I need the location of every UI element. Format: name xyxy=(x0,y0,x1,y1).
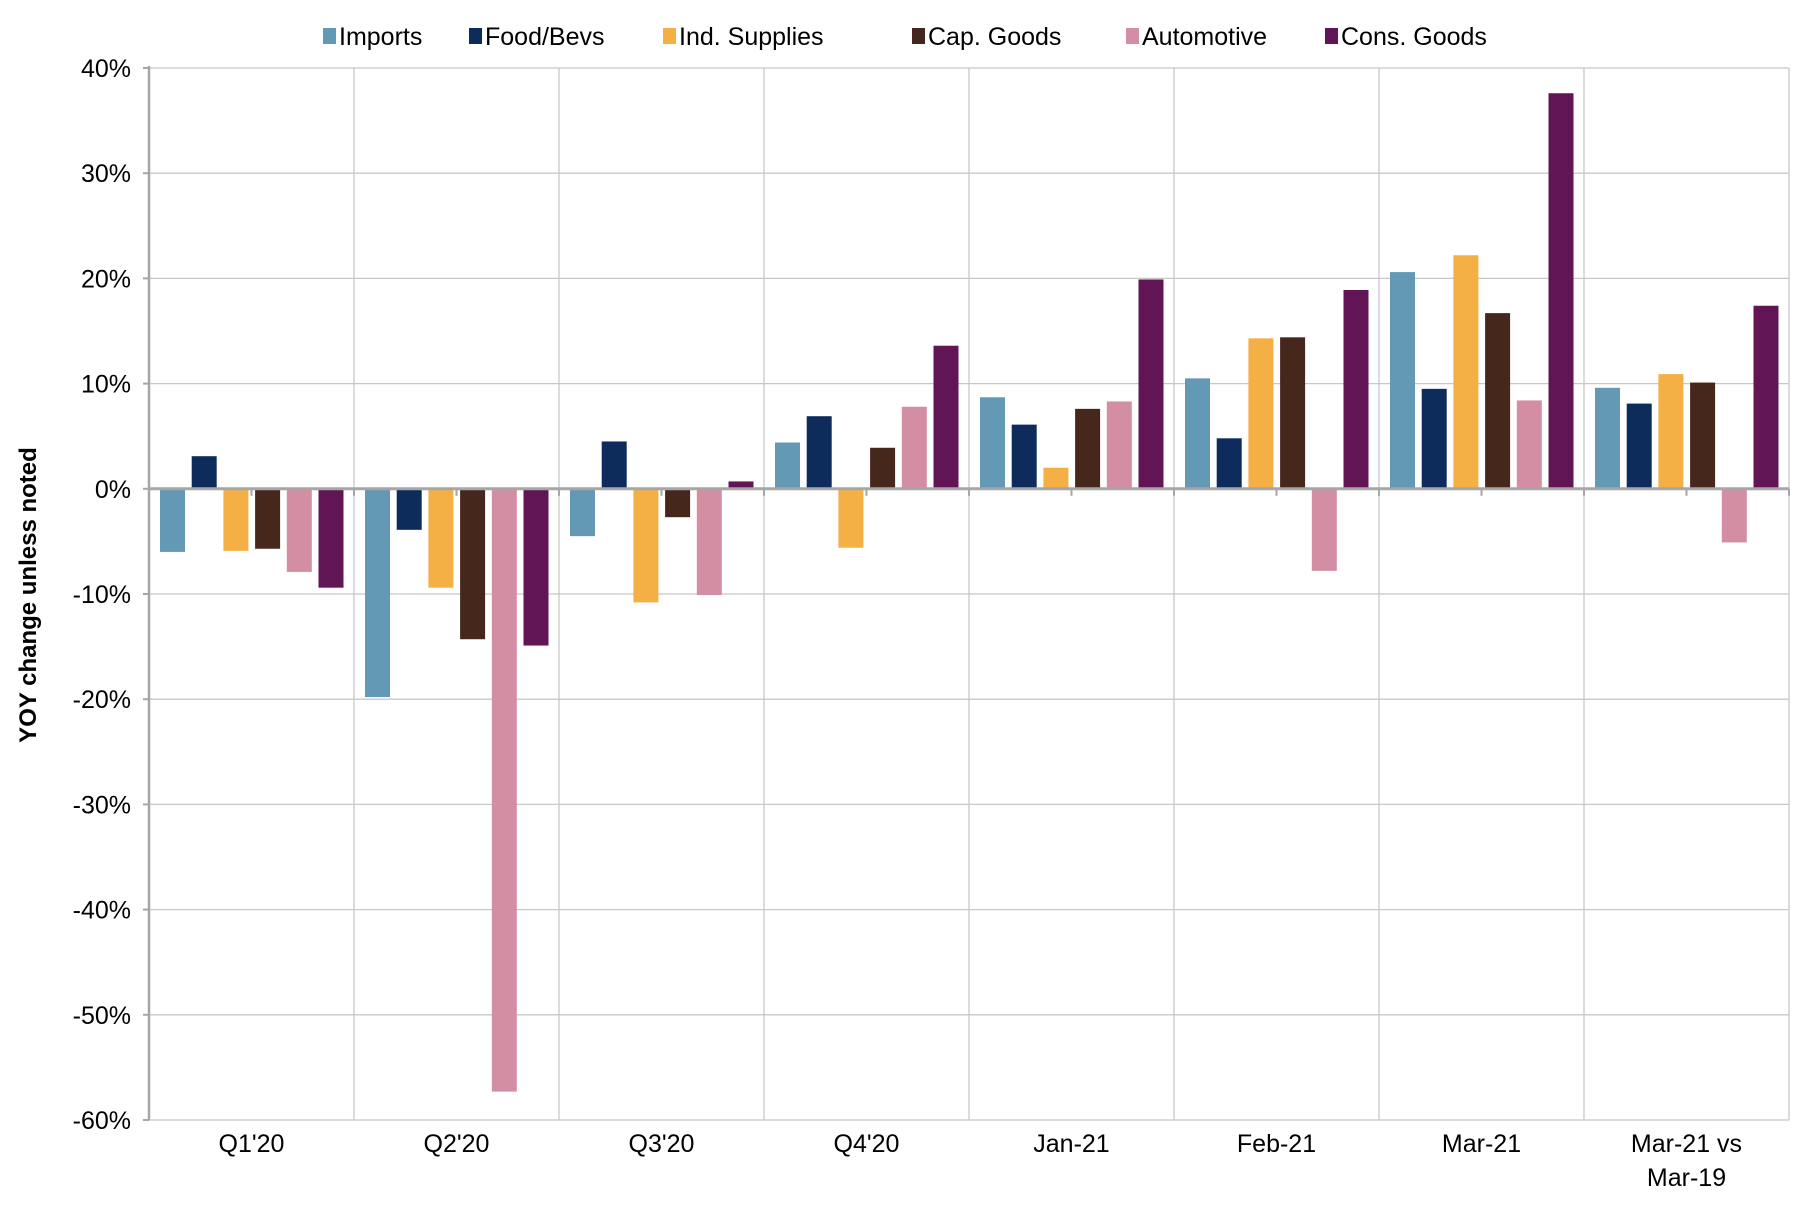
bar-food-bevs-2 xyxy=(601,441,627,489)
bar-food-bevs-7 xyxy=(1626,403,1652,489)
bar-imports-3 xyxy=(775,442,800,489)
legend-label: Food/Bevs xyxy=(485,23,605,51)
bar-cons-goods-0 xyxy=(318,488,344,588)
legend-label: Cons. Goods xyxy=(1341,23,1487,51)
bar-cons-goods-3 xyxy=(933,345,959,489)
x-tick-label: Q3'20 xyxy=(629,1130,695,1158)
bar-automotive-2 xyxy=(696,488,722,596)
y-tick-label: -20% xyxy=(73,686,131,714)
y-tick-label: -60% xyxy=(73,1107,131,1135)
bar-imports-7 xyxy=(1595,387,1620,489)
y-tick-label: 40% xyxy=(81,55,131,83)
legend-swatch xyxy=(323,28,336,44)
x-tick-label: Jan-21 xyxy=(1033,1130,1109,1158)
x-tick-label: Q4'20 xyxy=(834,1130,900,1158)
bar-cons-goods-1 xyxy=(523,488,549,646)
bar-cap-goods-2 xyxy=(665,488,691,518)
bar-cons-goods-4 xyxy=(1138,279,1164,489)
bar-ind-supplies-7 xyxy=(1658,374,1684,489)
legend-label: Imports xyxy=(339,23,422,51)
bar-cap-goods-7 xyxy=(1690,382,1716,489)
bar-cap-goods-3 xyxy=(870,447,896,489)
bar-automotive-7 xyxy=(1721,488,1747,543)
bar-imports-5 xyxy=(1185,378,1210,489)
legend-swatch xyxy=(1325,28,1338,44)
x-tick-label-line: Q1'20 xyxy=(219,1130,285,1158)
bar-automotive-6 xyxy=(1516,400,1542,489)
x-tick-label: Q1'20 xyxy=(219,1130,285,1158)
legend-swatch xyxy=(1126,28,1139,44)
x-tick-label: Mar-21 xyxy=(1442,1130,1521,1158)
x-tick-label: Mar-21 vs Mar-19 xyxy=(1631,1130,1742,1192)
y-tick-label: 20% xyxy=(81,265,131,293)
legend-label: Cap. Goods xyxy=(928,23,1061,51)
legend: Imports Food/Bevs Ind. Supplies Cap. Goods A… xyxy=(323,23,1487,51)
bar-cons-goods-5 xyxy=(1343,289,1369,489)
bar-cap-goods-0 xyxy=(255,488,281,549)
bar-food-bevs-1 xyxy=(396,488,422,530)
x-tick-label-line: Jan-21 xyxy=(1033,1130,1109,1158)
legend-label: Automotive xyxy=(1142,23,1267,51)
bar-imports-2 xyxy=(570,488,595,537)
x-tick-label-line: Q3'20 xyxy=(629,1130,695,1158)
bar-cap-goods-5 xyxy=(1280,337,1306,489)
x-tick-label-line: Feb-21 xyxy=(1237,1130,1316,1158)
bar-imports-1 xyxy=(365,488,390,698)
y-axis-label: YOY change unless noted xyxy=(15,447,42,743)
bars xyxy=(160,93,1779,1092)
bar-food-bevs-0 xyxy=(191,456,217,489)
bar-automotive-4 xyxy=(1106,401,1132,489)
bar-ind-supplies-6 xyxy=(1453,255,1479,489)
y-tick-label: 30% xyxy=(81,160,131,188)
y-tick-label: -10% xyxy=(73,581,131,609)
x-tick-label-line: Mar-19 xyxy=(1647,1164,1726,1192)
x-tick-label: Q2'20 xyxy=(424,1130,490,1158)
bar-cons-goods-6 xyxy=(1548,93,1574,489)
bar-ind-supplies-1 xyxy=(428,488,454,588)
legend-label: Ind. Supplies xyxy=(679,23,824,51)
bar-ind-supplies-4 xyxy=(1043,467,1069,489)
bar-cap-goods-6 xyxy=(1485,313,1511,489)
y-tick-label: 10% xyxy=(81,371,131,399)
legend-swatch xyxy=(469,28,482,44)
legend-swatch xyxy=(912,28,925,44)
bar-imports-6 xyxy=(1390,272,1415,489)
x-tick-label-line: Mar-21 vs xyxy=(1631,1130,1742,1158)
y-tick-label: -50% xyxy=(73,1002,131,1030)
bar-cap-goods-1 xyxy=(460,488,486,640)
y-tick-label: -30% xyxy=(73,791,131,819)
bar-cap-goods-4 xyxy=(1075,408,1101,489)
bar-ind-supplies-3 xyxy=(838,488,864,548)
bar-cons-goods-2 xyxy=(728,481,754,489)
bar-imports-4 xyxy=(980,397,1005,489)
gridlines xyxy=(149,67,1790,1121)
bar-food-bevs-3 xyxy=(806,416,832,489)
bar-cons-goods-7 xyxy=(1753,305,1779,489)
bar-automotive-5 xyxy=(1311,488,1337,571)
bar-automotive-0 xyxy=(286,488,312,572)
legend-swatch xyxy=(663,28,676,44)
bar-ind-supplies-2 xyxy=(633,488,659,603)
x-tick-label: Feb-21 xyxy=(1237,1130,1316,1158)
y-tick-label: 0% xyxy=(95,476,131,504)
bar-food-bevs-5 xyxy=(1216,438,1242,489)
bar-ind-supplies-0 xyxy=(223,488,249,551)
bar-imports-0 xyxy=(160,488,185,552)
y-tick-label: -40% xyxy=(73,897,131,925)
x-tick-label-line: Q4'20 xyxy=(834,1130,900,1158)
bar-automotive-1 xyxy=(491,488,517,1092)
bar-ind-supplies-5 xyxy=(1248,338,1274,489)
bar-automotive-3 xyxy=(901,406,927,489)
bar-food-bevs-4 xyxy=(1011,424,1037,489)
bar-food-bevs-6 xyxy=(1421,388,1447,489)
axes: 40% 30% 20% 10% 0% -10% -20% -30% -40% -50% -60% Q1… xyxy=(73,55,1790,1192)
x-tick-label-line: Q2'20 xyxy=(424,1130,490,1158)
x-tick-label-line: Mar-21 xyxy=(1442,1130,1521,1158)
